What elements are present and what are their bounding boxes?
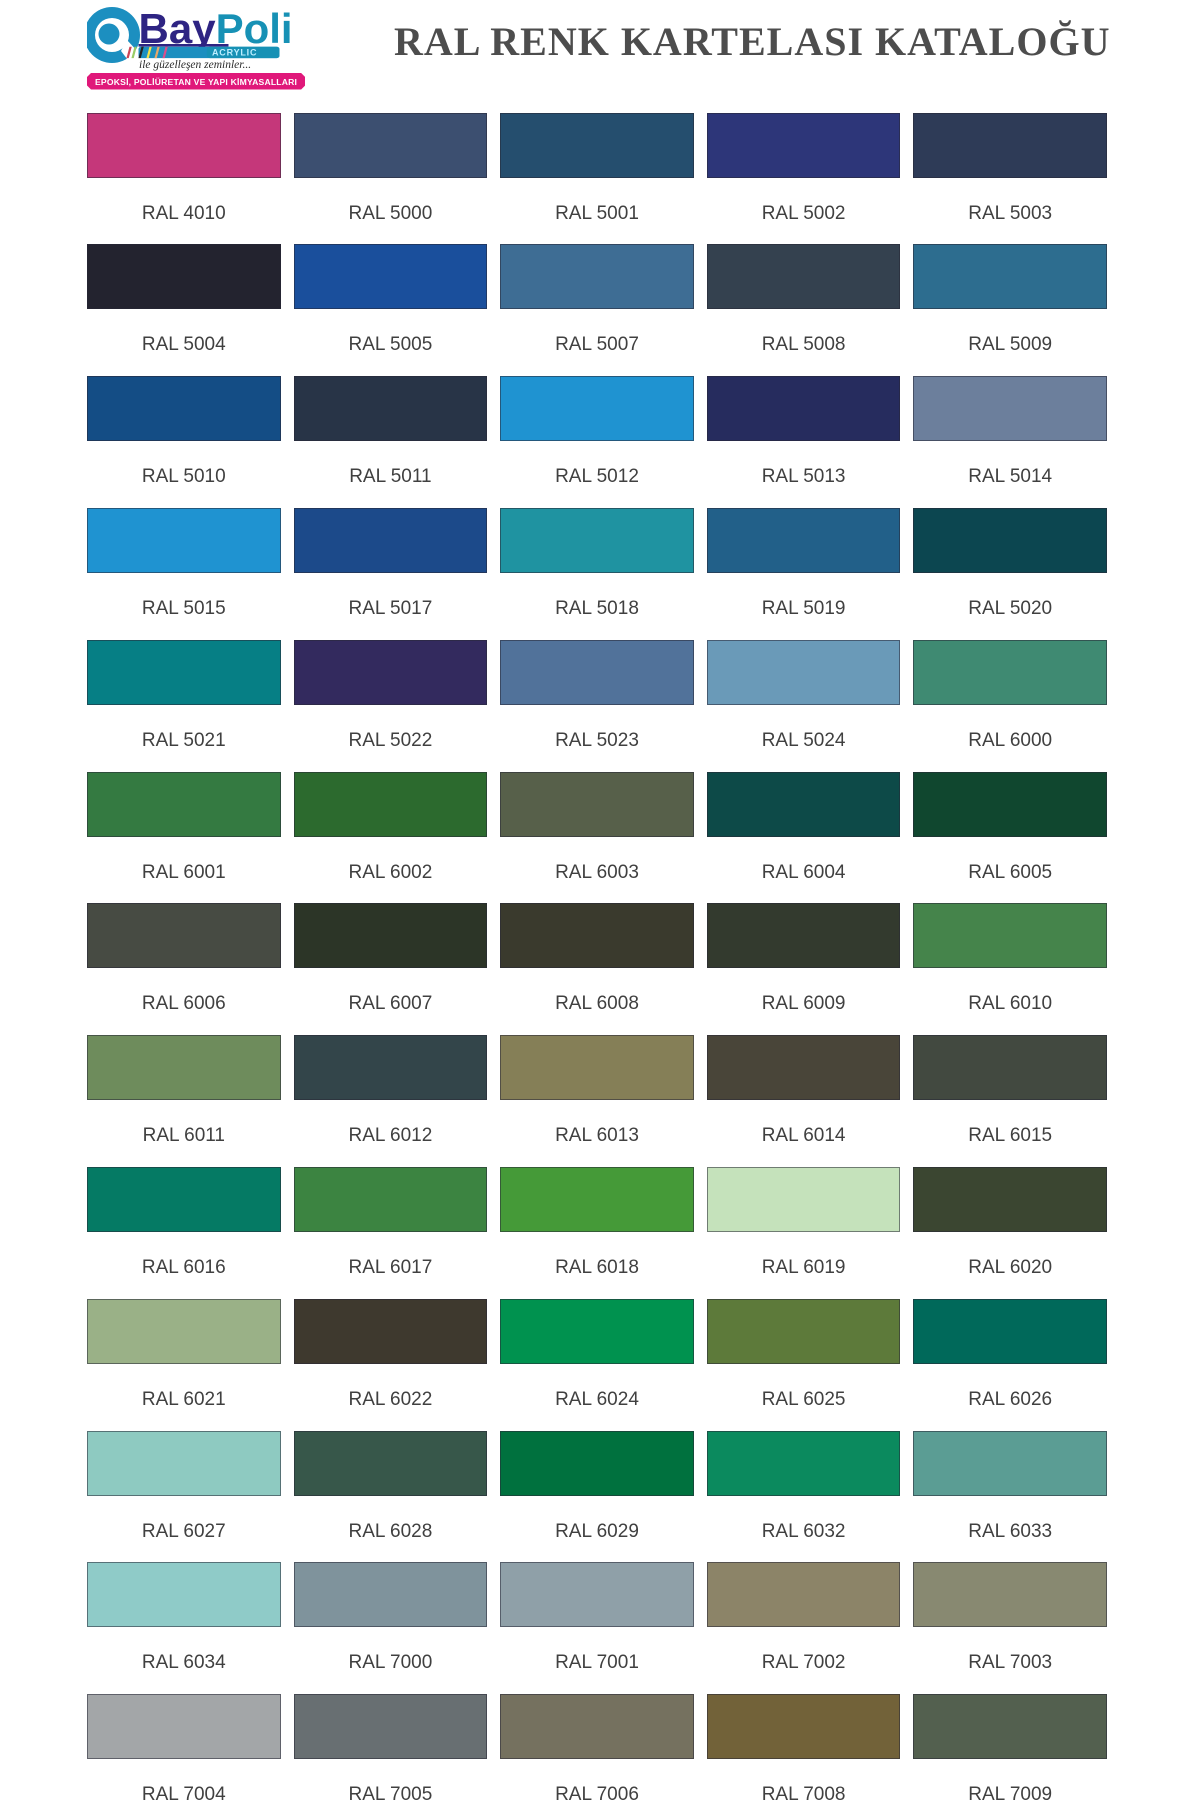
svg-text:ile güzelleşen zeminler...: ile güzelleşen zeminler... <box>139 59 251 71</box>
svg-text:ACRYLIC: ACRYLIC <box>212 48 257 58</box>
